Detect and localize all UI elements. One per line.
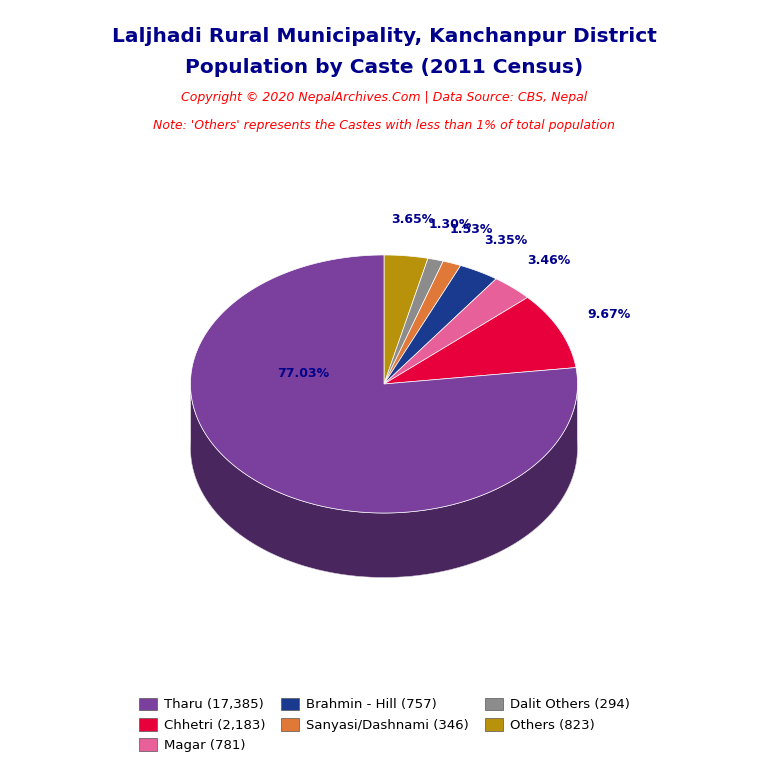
Polygon shape	[190, 386, 578, 578]
Text: 3.46%: 3.46%	[527, 254, 570, 267]
Polygon shape	[384, 297, 576, 384]
Ellipse shape	[190, 319, 578, 578]
Legend: Tharu (17,385), Chhetri (2,183), Magar (781), Brahmin - Hill (757), Sanyasi/Dash: Tharu (17,385), Chhetri (2,183), Magar (…	[133, 693, 635, 757]
Text: 1.30%: 1.30%	[429, 218, 472, 231]
Text: 3.65%: 3.65%	[391, 214, 434, 227]
Text: 9.67%: 9.67%	[588, 309, 631, 322]
Text: Population by Caste (2011 Census): Population by Caste (2011 Census)	[185, 58, 583, 77]
Text: 3.35%: 3.35%	[484, 233, 527, 247]
Polygon shape	[384, 279, 528, 384]
Text: Note: 'Others' represents the Castes with less than 1% of total population: Note: 'Others' represents the Castes wit…	[153, 119, 615, 132]
Polygon shape	[384, 255, 428, 384]
Polygon shape	[384, 261, 461, 384]
Text: 77.03%: 77.03%	[276, 367, 329, 379]
Text: Copyright © 2020 NepalArchives.Com | Data Source: CBS, Nepal: Copyright © 2020 NepalArchives.Com | Dat…	[181, 91, 587, 104]
Polygon shape	[384, 258, 443, 384]
Text: Laljhadi Rural Municipality, Kanchanpur District: Laljhadi Rural Municipality, Kanchanpur …	[111, 27, 657, 46]
Text: 1.53%: 1.53%	[449, 223, 493, 236]
Polygon shape	[190, 255, 578, 513]
Polygon shape	[384, 266, 496, 384]
